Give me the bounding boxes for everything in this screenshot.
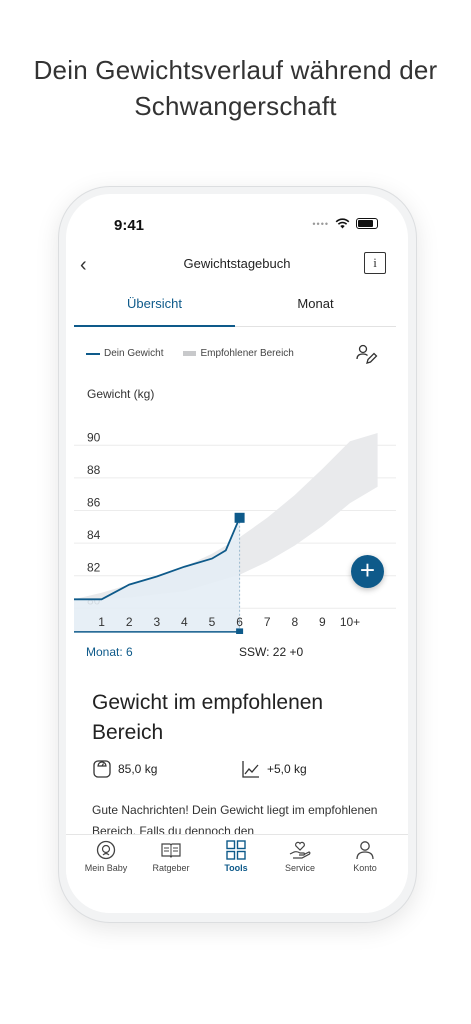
weight-change: +5,0 kg bbox=[241, 759, 307, 779]
x-tick-label: 8 bbox=[291, 615, 298, 629]
back-chevron-icon[interactable]: ‹ bbox=[80, 254, 87, 276]
nav-label-konto: Konto bbox=[353, 863, 377, 873]
x-tick-label: 3 bbox=[153, 615, 160, 629]
nav-item-service[interactable]: Service bbox=[266, 839, 334, 873]
chart-y-label: Gewicht (kg) bbox=[87, 387, 155, 401]
y-tick-label: 88 bbox=[87, 463, 101, 477]
bottom-nav: Mein Baby Ratgeber Tools bbox=[66, 834, 408, 913]
weight-point-marker bbox=[234, 512, 245, 523]
x-tick-label: 1 bbox=[98, 615, 105, 629]
tab-month[interactable]: Monat bbox=[297, 296, 334, 311]
selection-handle bbox=[236, 628, 244, 634]
x-tick-label: 6 bbox=[236, 615, 243, 629]
nav-label-service: Service bbox=[284, 863, 315, 873]
nav-item-mein-baby[interactable]: Mein Baby bbox=[72, 839, 140, 873]
legend-range-swatch bbox=[183, 351, 197, 356]
add-entry-button[interactable]: + bbox=[351, 555, 384, 588]
edit-person-icon[interactable] bbox=[356, 344, 378, 366]
phone-screen: 9:41 •••• ‹ Gewichtstagebuch i Übersicht… bbox=[66, 194, 408, 913]
x-tick-label: 4 bbox=[181, 615, 188, 629]
status-icons: •••• bbox=[312, 218, 378, 229]
nav-label-tools: Tools bbox=[224, 863, 248, 873]
trend-chart-icon bbox=[242, 761, 259, 778]
selection-area bbox=[74, 517, 240, 632]
book-icon bbox=[161, 843, 181, 858]
pregnancy-week: SSW: 22 +0 bbox=[239, 645, 304, 659]
battery-icon bbox=[356, 218, 378, 229]
signal-icon: •••• bbox=[312, 218, 329, 229]
grid-icon bbox=[226, 840, 246, 860]
x-tick-label: 2 bbox=[126, 615, 133, 629]
legend-range-label: Empfohlener Bereich bbox=[200, 348, 294, 359]
selected-month: Monat: 6 bbox=[86, 645, 133, 659]
current-weight: 85,0 kg bbox=[92, 759, 157, 779]
scale-icon bbox=[93, 760, 111, 778]
nav-bar: ‹ Gewichtstagebuch i bbox=[66, 252, 408, 280]
status-time: 9:41 bbox=[114, 217, 145, 234]
legend-weight-swatch bbox=[86, 352, 100, 355]
page-headline: Dein Gewichtsverlauf während der Schwang… bbox=[33, 55, 438, 121]
y-tick-label: 84 bbox=[87, 528, 101, 542]
x-tick-label: 9 bbox=[319, 615, 326, 629]
nav-item-tools[interactable]: Tools bbox=[202, 839, 270, 873]
nav-title: Gewichtstagebuch bbox=[183, 256, 291, 271]
chart-legend: Dein Gewicht Empfohlener Bereich bbox=[86, 348, 294, 359]
baby-icon bbox=[96, 840, 116, 860]
x-tick-label: 7 bbox=[264, 615, 271, 629]
y-tick-label: 90 bbox=[87, 430, 101, 444]
tab-bar: Übersicht Monat bbox=[74, 294, 396, 327]
current-weight-value: 85,0 kg bbox=[118, 762, 158, 776]
nav-label-ratgeber: Ratgeber bbox=[152, 863, 190, 873]
x-tick-label: 5 bbox=[209, 615, 216, 629]
person-icon bbox=[356, 841, 374, 860]
weight-change-value: +5,0 kg bbox=[267, 762, 307, 776]
y-tick-label: 82 bbox=[87, 561, 101, 575]
hand-heart-icon bbox=[289, 841, 311, 859]
x-tick-label: 10+ bbox=[340, 615, 360, 629]
info-button[interactable]: i bbox=[364, 252, 386, 274]
nav-item-konto[interactable]: Konto bbox=[331, 839, 399, 873]
legend-weight-label: Dein Gewicht bbox=[104, 348, 164, 359]
nav-label-mein-baby: Mein Baby bbox=[84, 863, 128, 873]
status-message: Gute Nachrichten! Dein Gewicht liegt im … bbox=[92, 803, 378, 836]
weight-series-line bbox=[74, 517, 241, 601]
status-title: Gewicht im empfohlenen Bereich bbox=[92, 691, 324, 744]
wifi-icon bbox=[335, 218, 350, 229]
nav-item-ratgeber[interactable]: Ratgeber bbox=[137, 839, 205, 873]
y-tick-label: 86 bbox=[87, 496, 101, 510]
tab-overview[interactable]: Übersicht bbox=[127, 296, 182, 311]
active-tab-indicator bbox=[74, 325, 235, 327]
weight-chart[interactable]: 90888684828012345678910+ bbox=[66, 404, 408, 634]
